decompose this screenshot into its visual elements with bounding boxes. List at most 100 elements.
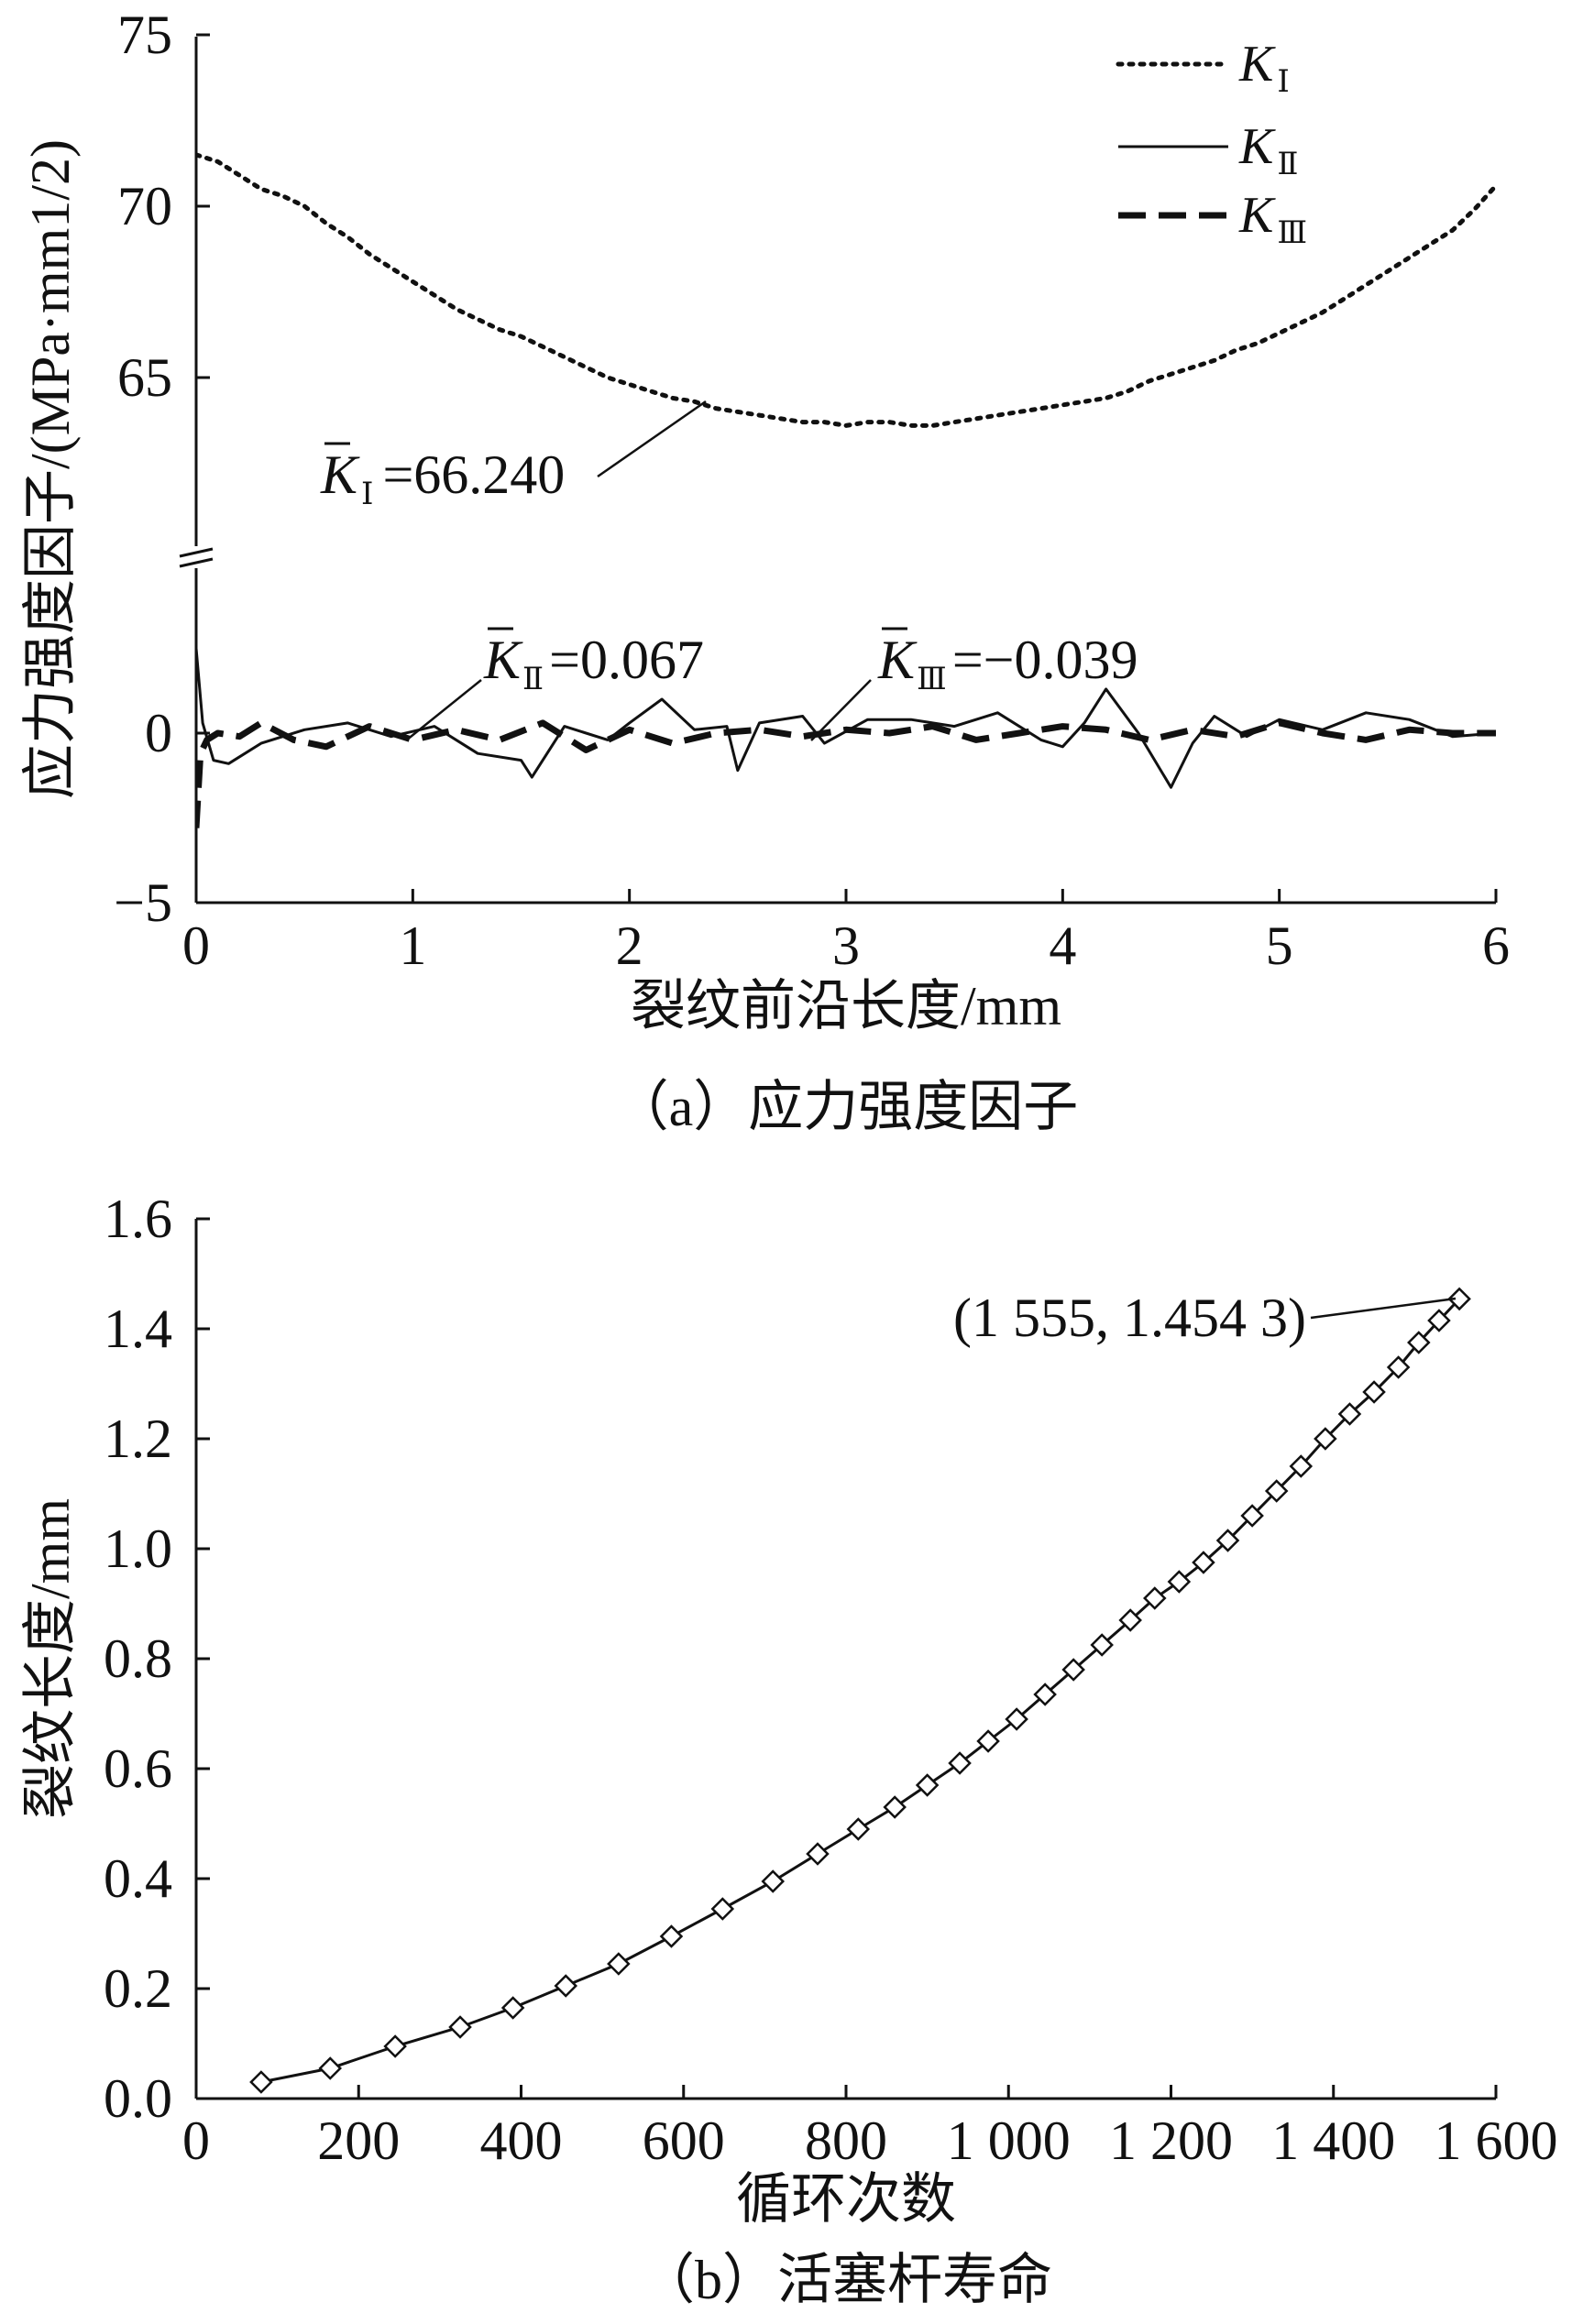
x-tick-label: 0 xyxy=(182,2110,210,2171)
y-tick-label: 65 xyxy=(117,347,172,408)
x-tick-label: 200 xyxy=(317,2110,400,2171)
diamond-marker xyxy=(1289,1454,1314,1478)
diamond-marker xyxy=(1427,1309,1451,1332)
endpoint-annotation: (1 555, 1.454 3) xyxy=(953,1288,1457,1348)
svg-text:KⅠ=66.240: K Ⅰ =66.240 xyxy=(320,444,565,511)
lower-y-ticks: −5 0 xyxy=(114,703,210,933)
svg-text:KⅡ: KⅡ xyxy=(1238,118,1298,181)
diamond-marker xyxy=(1118,1608,1142,1632)
x-tick-label: 5 xyxy=(1266,915,1293,976)
diamond-marker xyxy=(1407,1331,1431,1354)
series-line-k3 xyxy=(196,719,1496,828)
piston-rod-life-chart: 0.0 0.2 0.4 0.6 0.8 1.0 1.2 1.4 1.6 0 200 400 600 80… xyxy=(20,1189,1558,2310)
upper-y-ticks: 65 70 75 xyxy=(117,5,210,408)
x-axis-title: 裂纹前沿长度/mm xyxy=(631,976,1061,1036)
lower-plot-area xyxy=(196,648,1496,828)
chart-a-caption: （a）应力强度因子 xyxy=(614,1077,1079,1137)
diamond-marker xyxy=(500,1996,525,2020)
diamond-marker xyxy=(1362,1380,1386,1404)
x-tick-label: 1 400 xyxy=(1271,2110,1395,2171)
diamond-marker xyxy=(1143,1586,1167,1610)
diamond-marker xyxy=(846,1817,871,1841)
y-tick-label: 1.6 xyxy=(104,1189,172,1249)
x-tick-label: 3 xyxy=(832,915,860,976)
diamond-marker xyxy=(1314,1427,1337,1451)
y-tick-label: 0.4 xyxy=(104,1848,172,1909)
diamond-marker xyxy=(318,2056,342,2080)
annotation-k1-mean: K Ⅰ =66.240 xyxy=(320,400,707,511)
x-tick-label: 800 xyxy=(805,2110,887,2171)
y-tick-label: 0.2 xyxy=(104,1958,172,2019)
diamond-marker xyxy=(448,2015,472,2039)
x-tick-label: 2 xyxy=(616,915,643,976)
diamond-marker xyxy=(1033,1683,1057,1706)
y-tick-label: 0.6 xyxy=(104,1738,172,1799)
svg-text:KⅢ: KⅢ xyxy=(1238,187,1307,250)
x-ticks: 0 1 2 3 4 5 6 xyxy=(182,889,1510,976)
diamond-marker xyxy=(761,1869,786,1893)
diamond-marker xyxy=(554,1974,578,1998)
x-tick-label: 1 200 xyxy=(1109,2110,1233,2171)
x-tick-label: 6 xyxy=(1482,915,1510,976)
y-tick-label: 75 xyxy=(117,5,172,65)
diamond-marker xyxy=(976,1729,1000,1753)
x-tick-label: 1 600 xyxy=(1435,2110,1558,2171)
diamond-marker xyxy=(1386,1355,1411,1379)
y-axis-title: 裂纹长度/mm xyxy=(20,1498,81,1819)
diamond-marker xyxy=(1337,1402,1362,1426)
diamond-marker xyxy=(607,1952,631,1976)
diamond-marker xyxy=(948,1751,972,1775)
diamond-marker xyxy=(1447,1287,1471,1311)
y-tick-label: 0.8 xyxy=(104,1628,172,1689)
series-line-k1 xyxy=(196,152,1496,428)
svg-text:KⅢ=−0.039: KⅢ =−0.039 xyxy=(877,630,1138,696)
upper-plot-area xyxy=(196,152,1496,428)
series-line-k2 xyxy=(196,648,1496,789)
diamond-marker xyxy=(1167,1570,1192,1594)
y-tick-label: 0 xyxy=(145,703,172,763)
y-tick-label: 1.2 xyxy=(104,1409,172,1469)
x-tick-label: 400 xyxy=(480,2110,563,2171)
diamond-marker xyxy=(249,2070,273,2094)
x-tick-label: 0 xyxy=(182,915,210,976)
x-tick-label: 1 000 xyxy=(947,2110,1071,2171)
diamond-marker xyxy=(806,1842,830,1866)
axis-break-mark xyxy=(179,547,214,568)
diamond-marker xyxy=(1061,1658,1085,1682)
plot-area xyxy=(249,1287,1471,2094)
y-axis-title: 应力强度因子/(MPa·mm1/2) xyxy=(20,139,81,799)
diamond-marker xyxy=(1192,1551,1215,1574)
y-ticks: 0.0 0.2 0.4 0.6 0.8 1.0 1.2 1.4 1.6 xyxy=(104,1189,210,2129)
chart-b-caption: （b）活塞杆寿命 xyxy=(640,2250,1052,2310)
svg-text:(1 555, 1.454 3): (1 555, 1.454 3) xyxy=(953,1288,1306,1348)
diamond-marker xyxy=(659,1924,684,1948)
diamond-marker xyxy=(383,2034,407,2058)
diamond-marker xyxy=(1005,1707,1028,1731)
diamond-marker xyxy=(1240,1504,1264,1528)
diamond-marker xyxy=(1264,1479,1289,1503)
x-axis-title: 循环次数 xyxy=(736,2169,956,2230)
y-tick-label: 0.0 xyxy=(104,2068,172,2129)
y-tick-label: 70 xyxy=(117,176,172,236)
crack-growth-line xyxy=(260,1298,1461,2084)
diamond-marker xyxy=(710,1897,735,1921)
y-tick-label: −5 xyxy=(114,872,172,933)
x-tick-label: 600 xyxy=(643,2110,725,2171)
diamond-marker xyxy=(915,1773,940,1797)
svg-text:KⅠ: KⅠ xyxy=(1238,36,1290,99)
diamond-marker xyxy=(1215,1529,1240,1552)
svg-text:KⅡ=0.067: KⅡ =0.067 xyxy=(483,630,704,696)
x-ticks: 0 200 400 600 800 1 000 1 200 1 400 1 600 xyxy=(182,2085,1558,2171)
x-tick-label: 4 xyxy=(1049,915,1076,976)
y-tick-label: 1.4 xyxy=(104,1299,172,1359)
diamond-marker xyxy=(883,1795,907,1819)
annotation-k2-mean: KⅡ =0.067 xyxy=(405,627,704,741)
y-tick-label: 1.0 xyxy=(104,1518,172,1579)
diamond-marker xyxy=(1090,1633,1114,1657)
